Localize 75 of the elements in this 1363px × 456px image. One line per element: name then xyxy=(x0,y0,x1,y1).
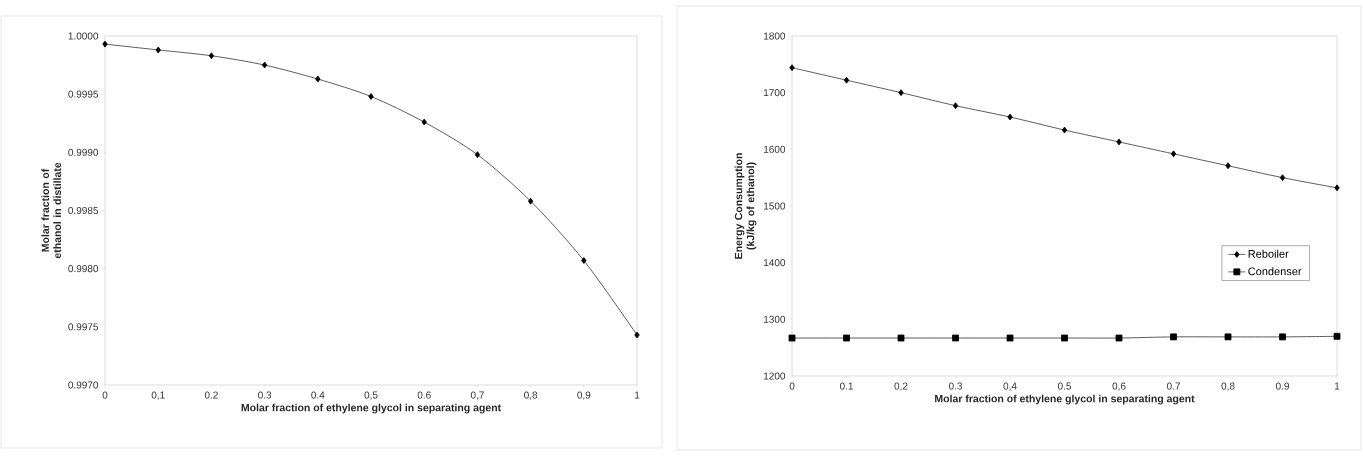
point xyxy=(421,118,427,126)
point xyxy=(1224,333,1232,341)
x-tick-label: 0.6 xyxy=(417,391,431,399)
point xyxy=(208,52,215,60)
x-tick-label: 0.3 xyxy=(948,382,963,390)
x-tick-label: 0.4 xyxy=(311,391,325,399)
point xyxy=(315,75,321,83)
x-tick-label: 0.9 xyxy=(1275,382,1289,390)
y-tick-label: 1400 xyxy=(764,259,786,267)
x-tick-label: 0,8 xyxy=(524,391,538,400)
x-tick-label: 0,5 xyxy=(364,391,378,400)
x-tick-label: 1 xyxy=(1335,382,1340,390)
point xyxy=(788,334,796,342)
point xyxy=(897,334,905,342)
point xyxy=(155,46,161,54)
y-tick-label: 1500 xyxy=(764,202,786,210)
y-tick-label: 1200 xyxy=(764,372,786,380)
point xyxy=(1006,334,1014,342)
x-tick-label: 0.2 xyxy=(204,391,218,399)
point xyxy=(1061,334,1068,342)
x-tick-label: 0,4 xyxy=(1003,382,1017,391)
x-tick-label: 0,6 xyxy=(1112,382,1126,391)
x-tick-label: 0.7 xyxy=(1166,382,1180,390)
point xyxy=(843,334,850,342)
point xyxy=(1116,138,1122,146)
x-tick-label: 0,2 xyxy=(894,382,908,391)
x-tick-label: 0.1 xyxy=(839,382,853,390)
point xyxy=(843,76,850,84)
y-tick-label: 1600 xyxy=(764,145,786,153)
point xyxy=(1225,162,1231,170)
y-tick-label: 1.0000 xyxy=(68,32,99,40)
x-axis-title: Molar fraction of ethylene glycol in separating agent xyxy=(241,403,501,414)
point xyxy=(1333,332,1341,340)
x-tick-label: 0 xyxy=(102,391,108,399)
point xyxy=(102,40,108,48)
y-tick-label: 0.9995 xyxy=(68,90,99,98)
point xyxy=(1115,334,1123,342)
x-axis-title: Molar fraction of ethylene glycol in separating agent xyxy=(935,394,1195,405)
y-tick-label: 1700 xyxy=(764,89,786,97)
x-tick-label: 0,8 xyxy=(1221,382,1235,391)
point xyxy=(581,257,587,264)
legend-label: Condenser xyxy=(1248,267,1302,276)
x-tick-label: 0,7 xyxy=(470,391,484,400)
point xyxy=(1334,184,1340,192)
x-tick-label: 0,9 xyxy=(577,391,591,400)
point xyxy=(1170,150,1177,158)
x-tick-label: 1 xyxy=(635,391,640,399)
y-tick-label: 1300 xyxy=(764,315,786,323)
y-tick-label: 0.9985 xyxy=(68,206,99,215)
y-tick-label: 0.9970 xyxy=(68,381,99,389)
y-tick-label: 0.9975 xyxy=(68,323,99,331)
y-tick-label: 1800 xyxy=(764,32,786,40)
legend-label: Reboiler xyxy=(1248,249,1289,258)
point xyxy=(1061,126,1068,134)
x-tick-label: 0.3 xyxy=(258,391,272,399)
point xyxy=(1170,333,1177,341)
point xyxy=(789,64,795,72)
point xyxy=(1279,333,1286,341)
point xyxy=(368,93,374,100)
point xyxy=(952,334,959,342)
y-axis-title: Energy Consumption (kJ/kg of ethanol) xyxy=(734,153,757,259)
point xyxy=(261,61,268,69)
point xyxy=(1279,174,1286,182)
point xyxy=(634,331,640,339)
y-tick-label: 0.9990 xyxy=(68,148,99,156)
x-tick-label: 0.5 xyxy=(1057,382,1072,390)
y-tick-label: 0.9980 xyxy=(68,265,99,273)
x-tick-label: 0 xyxy=(789,382,795,390)
y-axis-title: Molar fraction of ethanol in distillate xyxy=(41,162,62,259)
point xyxy=(1007,113,1013,121)
point xyxy=(527,197,534,205)
point xyxy=(898,89,904,97)
point xyxy=(474,151,481,159)
point xyxy=(952,102,959,110)
x-tick-label: 0,1 xyxy=(151,391,165,400)
